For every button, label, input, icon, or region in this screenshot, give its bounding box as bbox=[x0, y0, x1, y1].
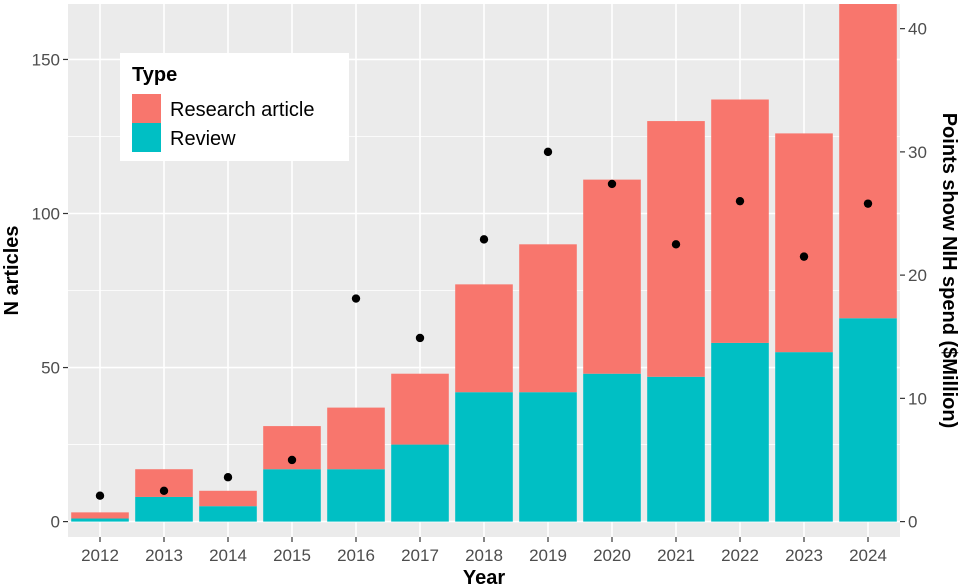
bar-review-2015 bbox=[263, 469, 321, 522]
x-tick-label: 2012 bbox=[81, 546, 119, 565]
y2-tick-label: 0 bbox=[908, 513, 917, 532]
bar-review-2019 bbox=[519, 392, 577, 522]
nih-point-2024 bbox=[863, 199, 873, 208]
y2-tick-label: 40 bbox=[908, 20, 927, 39]
bar-research-2022 bbox=[711, 99, 769, 343]
nih-points bbox=[95, 147, 873, 500]
y-tick-label: 50 bbox=[41, 359, 60, 378]
legend-key-research-article bbox=[132, 94, 161, 123]
nih-point-2022 bbox=[735, 196, 745, 206]
nih-point-2014 bbox=[223, 473, 233, 482]
legend-key-review bbox=[132, 123, 161, 152]
bar-review-2018 bbox=[455, 392, 513, 522]
bar-research-2024 bbox=[839, 4, 897, 319]
bar-research-2017 bbox=[391, 373, 449, 445]
bar-research-2016 bbox=[327, 407, 385, 470]
bar-research-2012 bbox=[71, 512, 129, 519]
bar-review-2012 bbox=[71, 518, 129, 522]
bar-research-2019 bbox=[519, 244, 577, 393]
x-tick-label: 2018 bbox=[465, 546, 503, 565]
bar-review-2014 bbox=[199, 506, 257, 522]
bar-research-2020 bbox=[583, 179, 641, 374]
y2-tick-label: 10 bbox=[908, 389, 927, 408]
y2-tick-label: 20 bbox=[908, 266, 927, 285]
nih-point-2019 bbox=[543, 147, 553, 157]
bar-review-2016 bbox=[327, 469, 385, 522]
nih-point-2018 bbox=[479, 235, 489, 244]
x-tick-label: 2017 bbox=[401, 546, 439, 565]
y-tick-label: 0 bbox=[51, 513, 60, 532]
x-axis-title: Year bbox=[463, 567, 505, 588]
legend: Type Research article Review bbox=[120, 53, 349, 161]
bar-research-2023 bbox=[775, 133, 833, 353]
bar-review-2021 bbox=[647, 376, 705, 522]
bar-review-2022 bbox=[711, 342, 769, 522]
legend-title: Type bbox=[132, 64, 177, 86]
nih-point-2015 bbox=[287, 455, 297, 465]
x-tick-label: 2014 bbox=[209, 546, 247, 565]
y-axis-title: N articles bbox=[1, 225, 23, 315]
bar-review-2024 bbox=[839, 318, 897, 522]
bar-research-2021 bbox=[647, 121, 705, 377]
x-tick-label: 2020 bbox=[593, 546, 631, 565]
nih-point-2021 bbox=[671, 240, 681, 249]
x-tick-label: 2016 bbox=[337, 546, 375, 565]
x-tick-label: 2013 bbox=[145, 546, 183, 565]
y2-axis-title: Points show NIH spend ($Million) bbox=[938, 113, 960, 429]
nih-point-2017 bbox=[415, 333, 425, 343]
bar-research-2018 bbox=[455, 284, 513, 393]
x-tick-label: 2015 bbox=[273, 546, 311, 565]
x-tick-label: 2024 bbox=[849, 546, 887, 565]
nih-point-2020 bbox=[607, 179, 617, 189]
x-tick-label: 2021 bbox=[657, 546, 695, 565]
bar-review-2013 bbox=[135, 496, 193, 522]
bar-review-2020 bbox=[583, 373, 641, 522]
legend-label-research-article: Research article bbox=[170, 99, 315, 121]
nih-point-2023 bbox=[799, 252, 809, 261]
y-tick-label: 150 bbox=[32, 50, 60, 69]
nih-point-2016 bbox=[351, 294, 361, 303]
bar-review-2023 bbox=[775, 352, 833, 522]
x-tick-label: 2022 bbox=[721, 546, 759, 565]
nih-point-2012 bbox=[95, 491, 105, 500]
x-tick-label: 2019 bbox=[529, 546, 567, 565]
axes: 0 50 100 150 0 10 20 30 40 2012 2013 2014 2015 2016 20… bbox=[32, 20, 927, 565]
nih-point-2013 bbox=[159, 486, 169, 495]
y-tick-label: 100 bbox=[32, 205, 60, 224]
bar-research-2014 bbox=[199, 490, 257, 507]
x-tick-label: 2023 bbox=[785, 546, 823, 565]
legend-label-review: Review bbox=[170, 128, 236, 150]
bar-review-2017 bbox=[391, 444, 449, 522]
y2-tick-label: 30 bbox=[908, 143, 927, 162]
